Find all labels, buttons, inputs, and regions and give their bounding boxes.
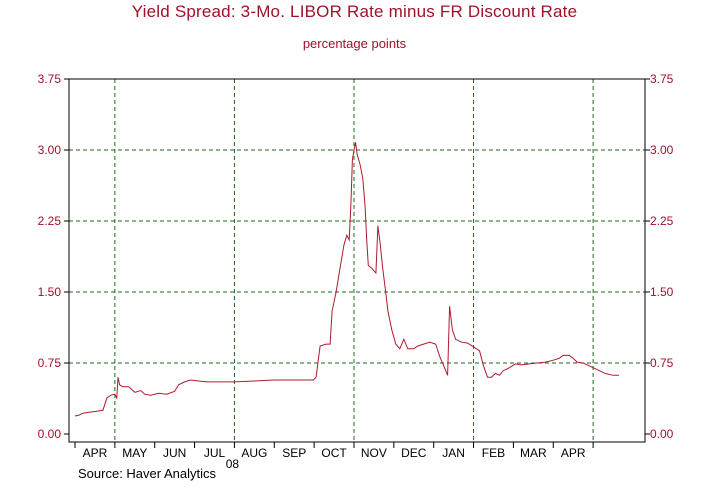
- x-tick-label: AUG: [241, 446, 267, 460]
- x-tick-label: APR: [561, 446, 586, 460]
- y-tick-label-right: 0.75: [650, 356, 674, 370]
- y-tick-label-right: 3.00: [650, 143, 674, 157]
- y-tick-label-left: 3.00: [38, 143, 62, 157]
- grid-lines: [69, 79, 645, 442]
- x-tick-label: SEP: [282, 446, 306, 460]
- y-tick-label-left: 0.75: [38, 356, 62, 370]
- y-axis-right: 0.00 0.75 1.50 2.25 3.00 3.75: [650, 72, 674, 441]
- y-tick-label-left: 2.25: [38, 214, 62, 228]
- y-tick-label-right: 2.25: [650, 214, 674, 228]
- series-line: [74, 142, 619, 417]
- y-tick-label-left: 0.00: [38, 427, 62, 441]
- year-label: 08: [226, 457, 240, 471]
- y-tick-label-right: 3.75: [650, 72, 674, 86]
- y-tick-label-left: 3.75: [38, 72, 62, 86]
- y-tick-label-left: 1.50: [38, 285, 62, 299]
- axis-ticks: [64, 78, 650, 448]
- x-axis: APR MAY JUN JUL AUG SEP OCT NOV DEC JAN FEB MAR APR: [83, 446, 586, 460]
- x-tick-label: JUN: [163, 446, 186, 460]
- x-tick-label: OCT: [321, 446, 347, 460]
- source-note: Source: Haver Analytics: [78, 466, 217, 481]
- y-axis-left: 0.00 0.75 1.50 2.25 3.00 3.75: [38, 72, 62, 441]
- x-tick-label: JAN: [442, 446, 465, 460]
- x-tick-label: MAY: [122, 446, 147, 460]
- chart-subtitle: percentage points: [302, 36, 407, 51]
- x-tick-label: JUL: [204, 446, 226, 460]
- x-tick-label: APR: [83, 446, 108, 460]
- chart-title: Yield Spread: 3-Mo. LIBOR Rate minus FR …: [131, 2, 578, 21]
- y-tick-label-right: 1.50: [650, 285, 674, 299]
- x-tick-label: DEC: [401, 446, 427, 460]
- x-tick-label: NOV: [361, 446, 387, 460]
- plot-frame: [68, 78, 646, 443]
- x-tick-label: FEB: [482, 446, 505, 460]
- y-tick-label-right: 0.00: [650, 427, 674, 441]
- x-tick-label: MAR: [520, 446, 547, 460]
